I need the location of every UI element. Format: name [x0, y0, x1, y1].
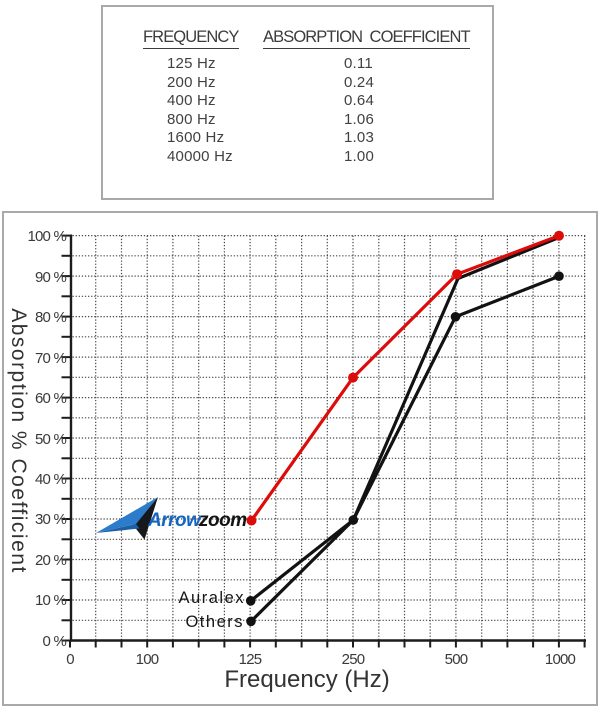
svg-text:Arrow: Arrow	[147, 510, 202, 531]
svg-text:zoom: zoom	[198, 510, 247, 531]
